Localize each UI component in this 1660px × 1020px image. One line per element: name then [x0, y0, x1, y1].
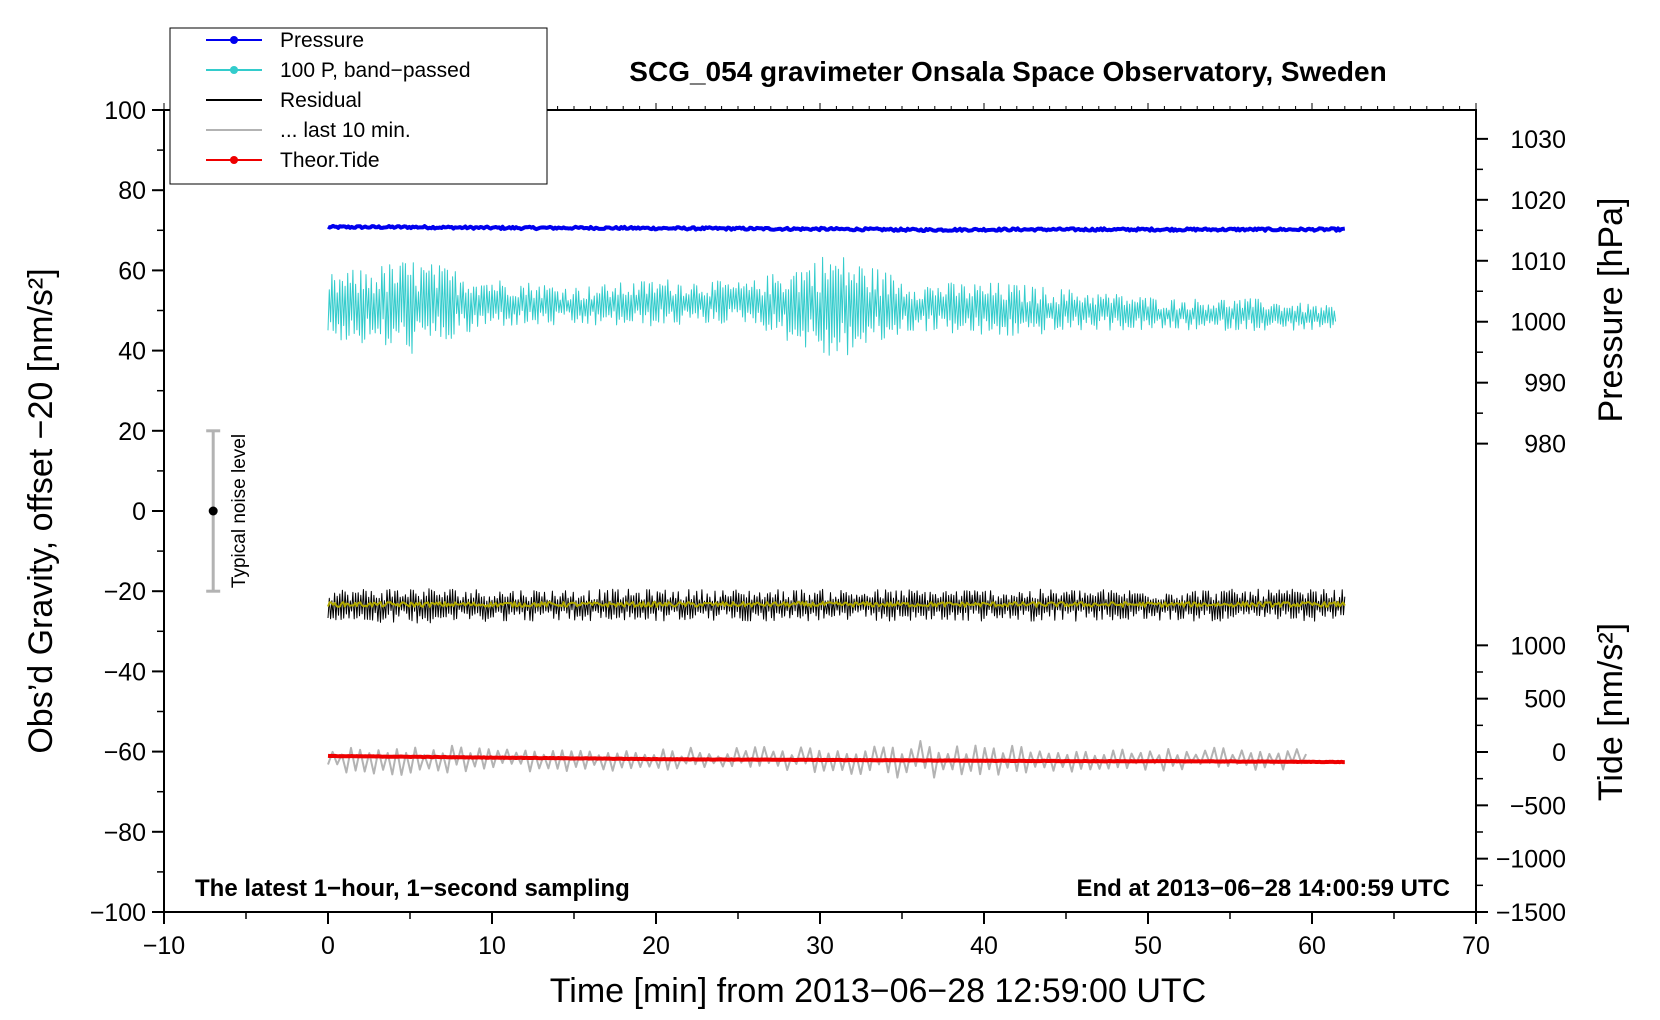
legend-label: Residual	[280, 89, 362, 112]
pressure-axis-tick-label: 980	[1524, 431, 1566, 459]
x-tick-label: 70	[1462, 932, 1490, 960]
legend-marker	[230, 36, 238, 44]
end-time-note: End at 2013−06−28 14:00:59 UTC	[1076, 875, 1450, 902]
legend-label: Pressure	[280, 29, 364, 52]
y-tick-label: 100	[104, 97, 146, 125]
tide-axis-tick-label: −500	[1510, 792, 1566, 820]
legend-label: ... last 10 min.	[280, 119, 411, 142]
x-axis-title: Time [min] from 2013−06−28 12:59:00 UTC	[550, 972, 1206, 1010]
y-tick-label: −100	[90, 899, 146, 927]
legend: Pressure 100 P, band−passed Residual ... la…	[169, 27, 548, 185]
x-tick-label: 20	[642, 932, 670, 960]
pressure-axis-tick-label: 1030	[1510, 126, 1566, 154]
noise-bar-center	[208, 506, 218, 516]
series-layer	[327, 223, 1346, 779]
y-tick-label: −80	[104, 819, 146, 847]
noise-bar-label: Typical noise level	[229, 434, 250, 588]
tide-axis-tick-label: −1000	[1496, 846, 1566, 874]
legend-label: 100 P, band−passed	[280, 59, 471, 82]
y-tick-label: 0	[132, 498, 146, 526]
y-tick-label: 60	[118, 257, 146, 285]
tide-axis-tick-label: 0	[1552, 739, 1566, 767]
tide-axis-title: Tide [nm/s²]	[1592, 623, 1630, 801]
legend-marker	[230, 66, 238, 74]
series-line-smoothed-residual	[327, 601, 1346, 608]
axes-layer: −10 0 10 20 30 40 50 60 70−100−80−60−40−20020406…	[90, 97, 1566, 960]
series-line-theor-tide	[327, 753, 1346, 765]
y-tick-label: 20	[118, 418, 146, 446]
x-tick-label: 40	[970, 932, 998, 960]
tide-axis-tick-label: 500	[1524, 686, 1566, 714]
legend-items: Pressure 100 P, band−passed Residual ... la…	[206, 29, 471, 172]
pressure-axis-tick-label: 1010	[1510, 248, 1566, 276]
legend-label: Theor.Tide	[280, 149, 380, 172]
series-line-100-p-band-passed	[327, 256, 1337, 356]
pressure-axis-tick-label: 990	[1524, 370, 1566, 398]
y-tick-label: −20	[104, 578, 146, 606]
x-tick-label: −10	[143, 932, 185, 960]
y-tick-label: 80	[118, 177, 146, 205]
x-tick-label: 60	[1298, 932, 1326, 960]
tide-axis-tick-label: 1000	[1510, 632, 1566, 660]
pressure-axis-tick-label: 1020	[1510, 187, 1566, 215]
y-tick-label: −60	[104, 739, 146, 767]
pressure-axis-tick-label: 1000	[1510, 309, 1566, 337]
x-tick-label: 30	[806, 932, 834, 960]
y-axis-title-left: Obs’d Gravity, offset −20 [nm/s²]	[22, 268, 60, 753]
sampling-note: The latest 1−hour, 1−second sampling	[195, 875, 630, 902]
x-tick-label: 10	[478, 932, 506, 960]
y-tick-label: −40	[104, 658, 146, 686]
legend-marker	[230, 156, 238, 164]
tide-axis-tick-label: −1500	[1496, 899, 1566, 927]
x-tick-label: 0	[321, 932, 335, 960]
noise-bar-group: Typical noise level	[206, 429, 250, 593]
pressure-axis-title: Pressure [hPa]	[1592, 198, 1630, 423]
y-tick-label: 40	[118, 338, 146, 366]
chart-title: SCG_054 gravimeter Onsala Space Observat…	[629, 56, 1386, 87]
x-tick-label: 50	[1134, 932, 1162, 960]
series-line-pressure	[327, 223, 1346, 233]
